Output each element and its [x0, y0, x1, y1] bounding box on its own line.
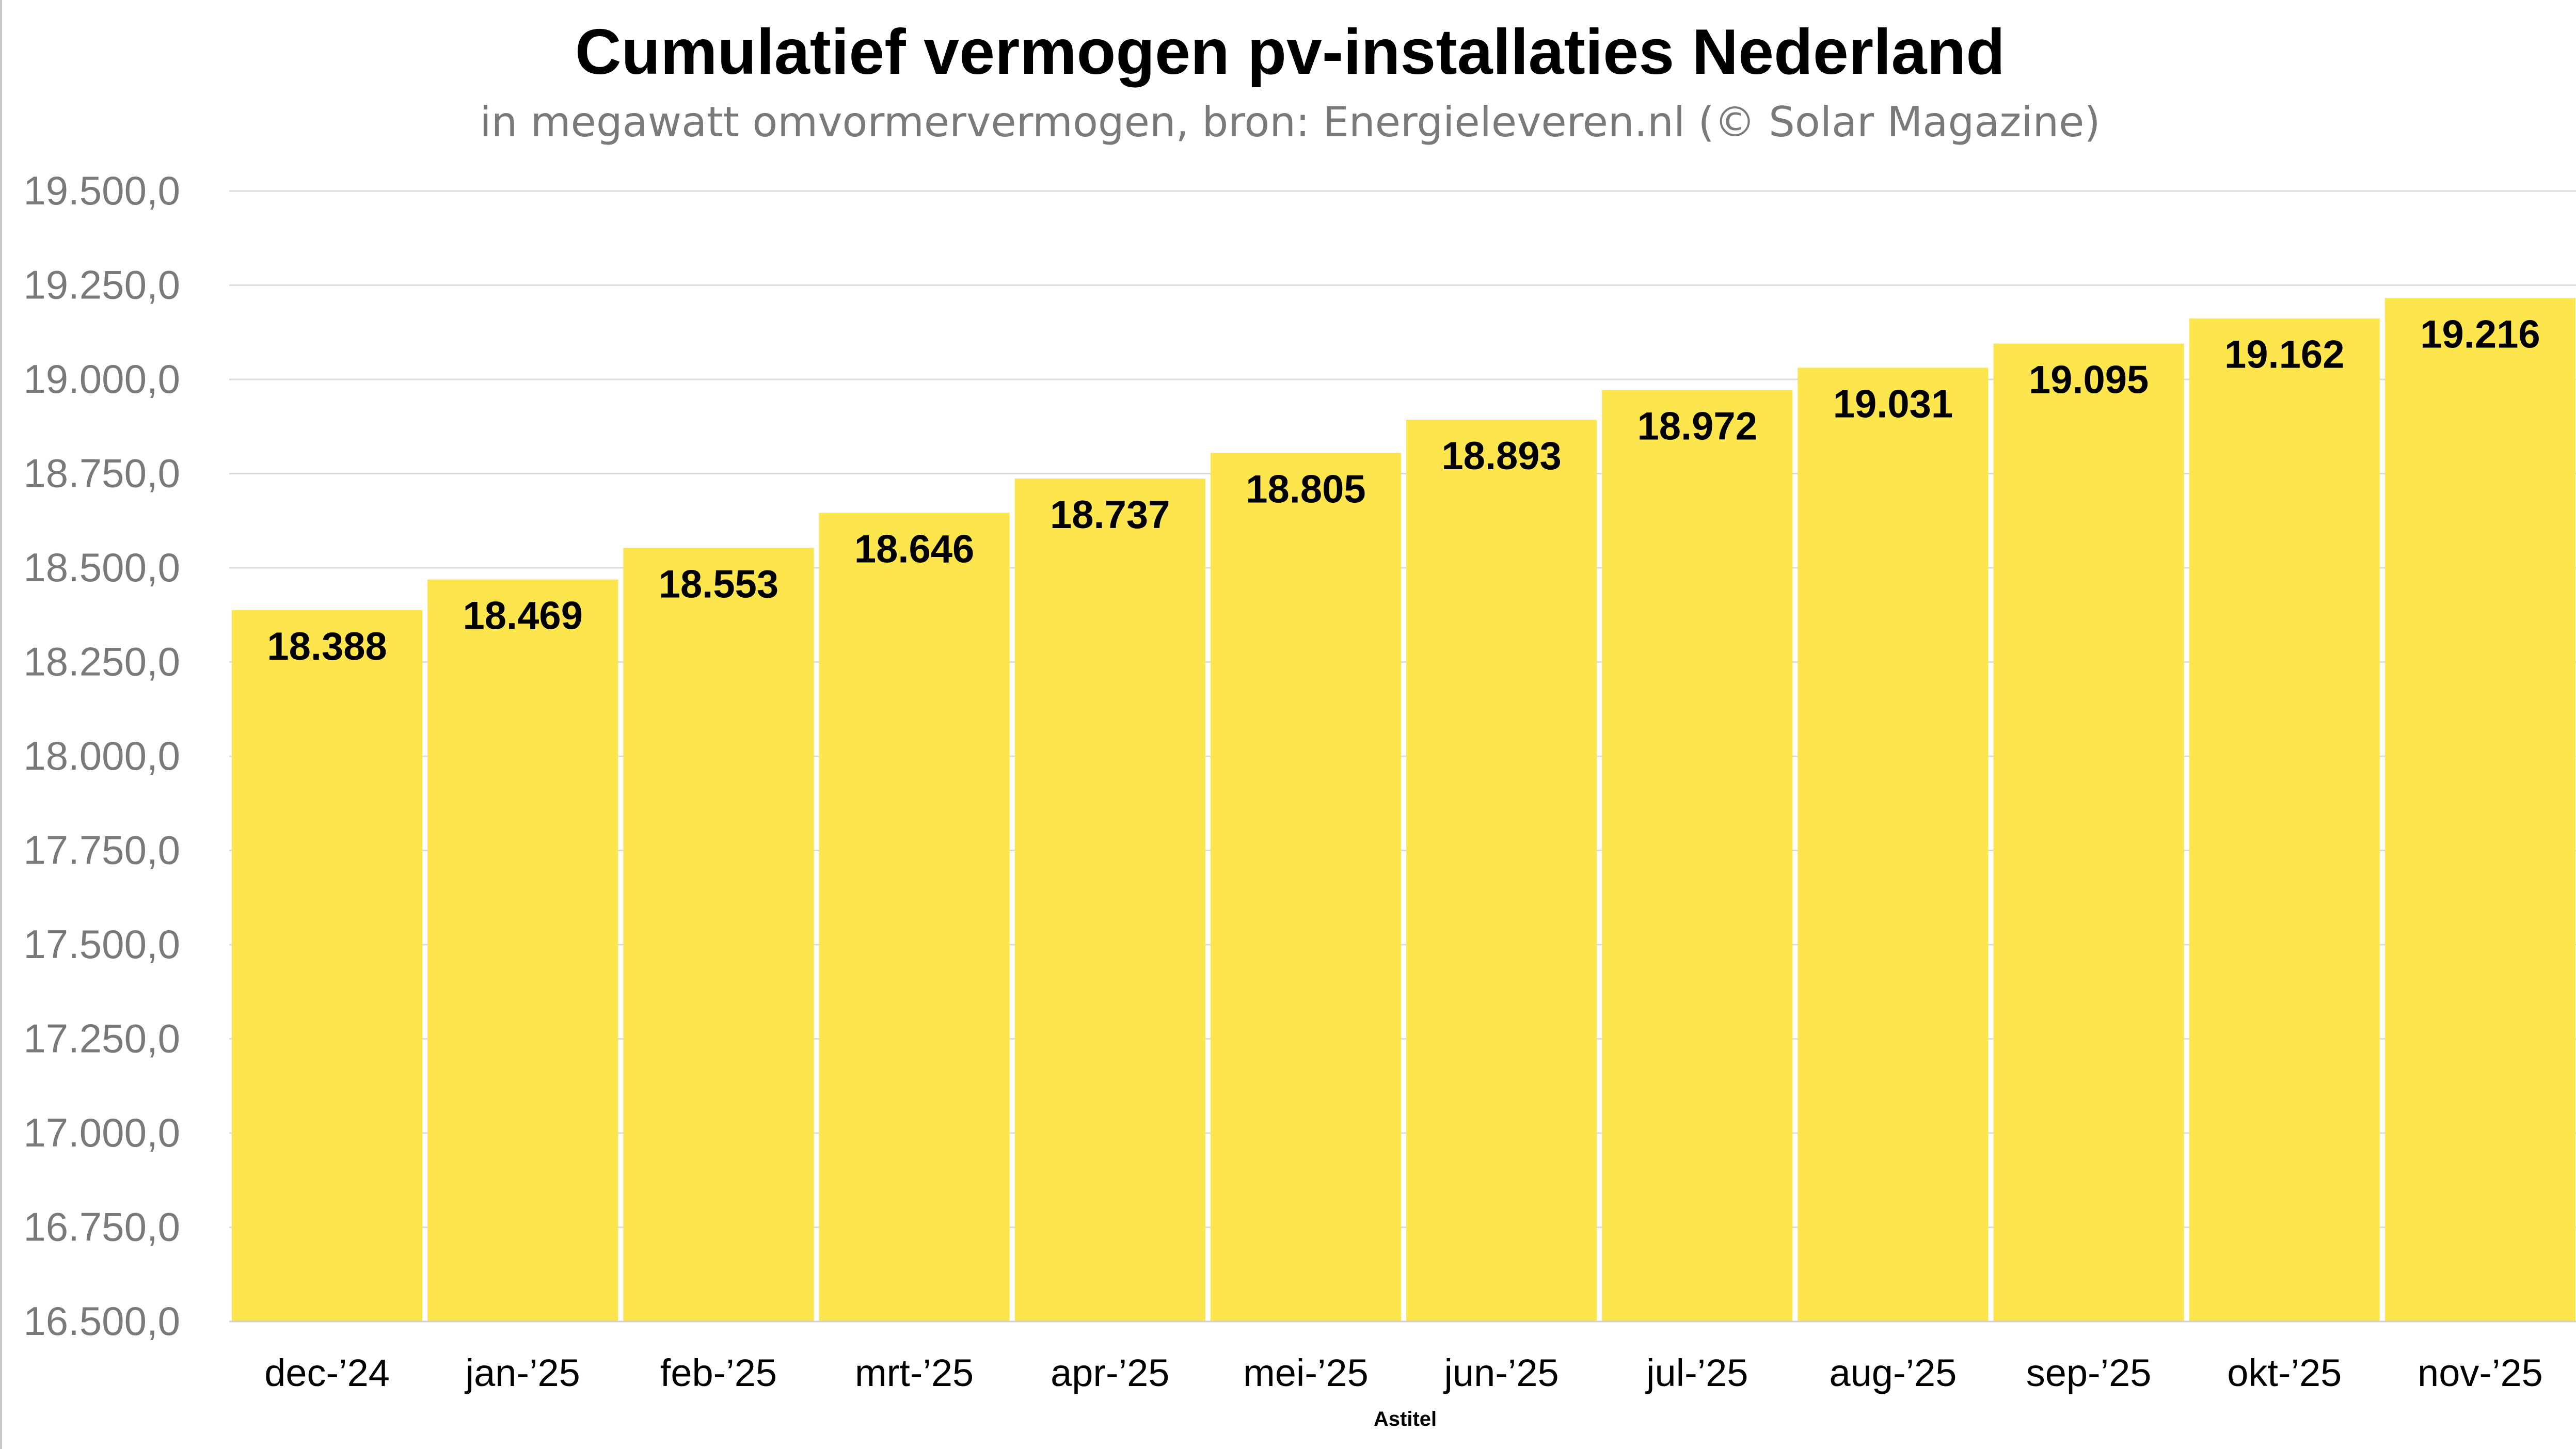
- y-tick-label: 18.000,0: [23, 733, 180, 778]
- x-tick-label: mei-’25: [1243, 1351, 1369, 1394]
- y-tick-label: 19.000,0: [23, 356, 180, 402]
- data-label: 18.469: [463, 594, 583, 638]
- data-label: 18.646: [854, 527, 974, 571]
- bar: [2384, 298, 2575, 1321]
- bar: [1210, 453, 1401, 1321]
- data-label: 18.737: [1050, 493, 1170, 537]
- x-tick-label: sep-’25: [2026, 1351, 2152, 1394]
- data-label: 18.893: [1441, 434, 1561, 478]
- bar: [232, 610, 423, 1321]
- x-tick-label: apr-’25: [1051, 1351, 1169, 1394]
- data-label: 19.216: [2420, 312, 2540, 356]
- y-tick-label: 16.750,0: [23, 1204, 180, 1250]
- bar: [819, 513, 1010, 1322]
- x-tick-label: feb-’25: [660, 1351, 777, 1394]
- bar: [1602, 390, 1793, 1322]
- x-tick-label: okt-’25: [2227, 1351, 2342, 1394]
- data-label: 18.388: [267, 625, 387, 668]
- bar: [1993, 343, 2184, 1321]
- bar: [623, 548, 814, 1321]
- chart-subtitle: in megawatt omvormervermogen, bron: Ener…: [480, 98, 2101, 146]
- data-label: 19.095: [2029, 358, 2149, 402]
- y-tick-label: 17.750,0: [23, 827, 180, 873]
- chart-title: Cumulatief vermogen pv-installaties Nede…: [575, 17, 2006, 88]
- y-tick-label: 18.250,0: [23, 639, 180, 684]
- data-label: 19.162: [2224, 333, 2344, 377]
- data-label: 18.805: [1246, 467, 1365, 511]
- x-tick-label: mrt-’25: [855, 1351, 974, 1394]
- bar: [427, 579, 618, 1321]
- x-tick-label: dec-’24: [264, 1351, 390, 1394]
- y-tick-label: 17.000,0: [23, 1110, 180, 1155]
- y-tick-label: 19.500,0: [23, 168, 180, 213]
- bar: [1406, 420, 1597, 1321]
- y-tick-label: 18.500,0: [23, 545, 180, 590]
- y-tick-label: 18.750,0: [23, 451, 180, 496]
- bar: [1014, 478, 1205, 1321]
- bar: [1798, 368, 1989, 1321]
- y-tick-label: 17.250,0: [23, 1016, 180, 1061]
- x-tick-label: jan-’25: [465, 1351, 580, 1394]
- x-tick-label: jun-’25: [1443, 1351, 1559, 1394]
- x-tick-label: aug-’25: [1829, 1351, 1957, 1394]
- y-tick-label: 17.500,0: [23, 921, 180, 967]
- x-tick-label: jul-’25: [1645, 1351, 1748, 1394]
- x-axis-title: Astitel: [1374, 1408, 1437, 1430]
- data-label: 18.972: [1637, 404, 1757, 448]
- data-label: 18.553: [659, 562, 778, 606]
- y-tick-label: 19.250,0: [23, 262, 180, 308]
- x-tick-label: nov-’25: [2418, 1351, 2543, 1394]
- data-label: 19.031: [1833, 382, 1953, 426]
- bar: [2189, 318, 2380, 1321]
- y-tick-label: 16.500,0: [23, 1298, 180, 1344]
